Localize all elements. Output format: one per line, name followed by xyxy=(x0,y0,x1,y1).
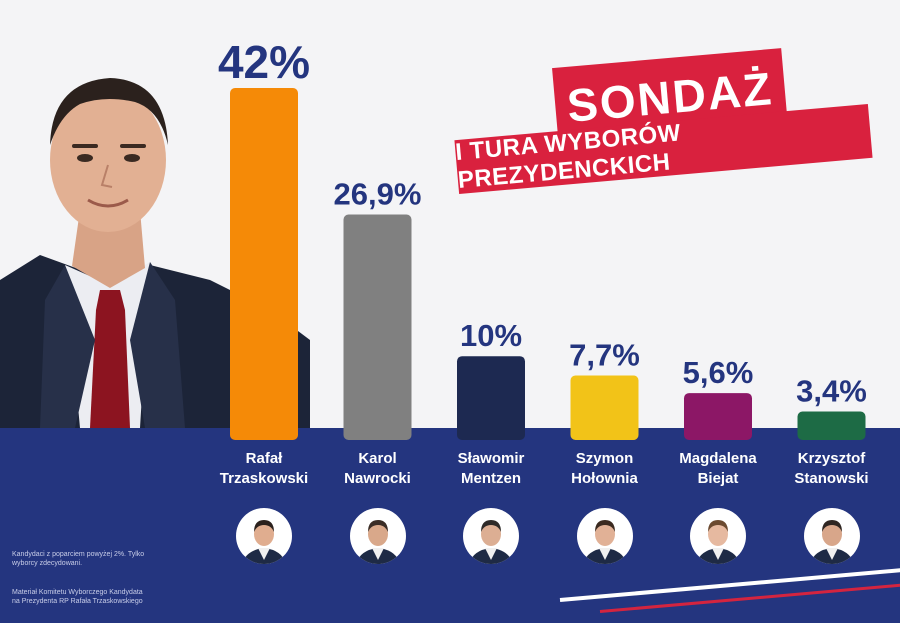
value-label-karol-nawrocki: 26,9% xyxy=(334,177,422,212)
footnote-threshold: Kandydaci z poparciem powyżej 2%. Tylko … xyxy=(12,551,145,567)
bar-karol-nawrocki xyxy=(343,214,412,440)
avatar-krzysztof-stanowski xyxy=(803,508,860,564)
footnote-committee: Materiał Komitetu Wyborczego Kandydata n… xyxy=(12,589,143,605)
candidate-portrait xyxy=(0,40,310,428)
value-label-magdalena-biejat: 5,6% xyxy=(683,355,754,390)
value-label-szymon-holownia: 7,7% xyxy=(569,337,640,372)
avatar-karol-nawrocki xyxy=(349,508,406,564)
value-label-slawomir-mentzen: 10% xyxy=(460,318,522,353)
avatar-slawomir-mentzen xyxy=(463,508,519,564)
value-label-krzysztof-stanowski: 3,4% xyxy=(796,374,867,409)
avatar-magdalena-biejat xyxy=(690,508,746,564)
avatar-rafal-trzaskowski xyxy=(236,508,292,564)
bottom-band xyxy=(0,428,900,623)
avatar-szymon-holownia xyxy=(576,508,633,564)
